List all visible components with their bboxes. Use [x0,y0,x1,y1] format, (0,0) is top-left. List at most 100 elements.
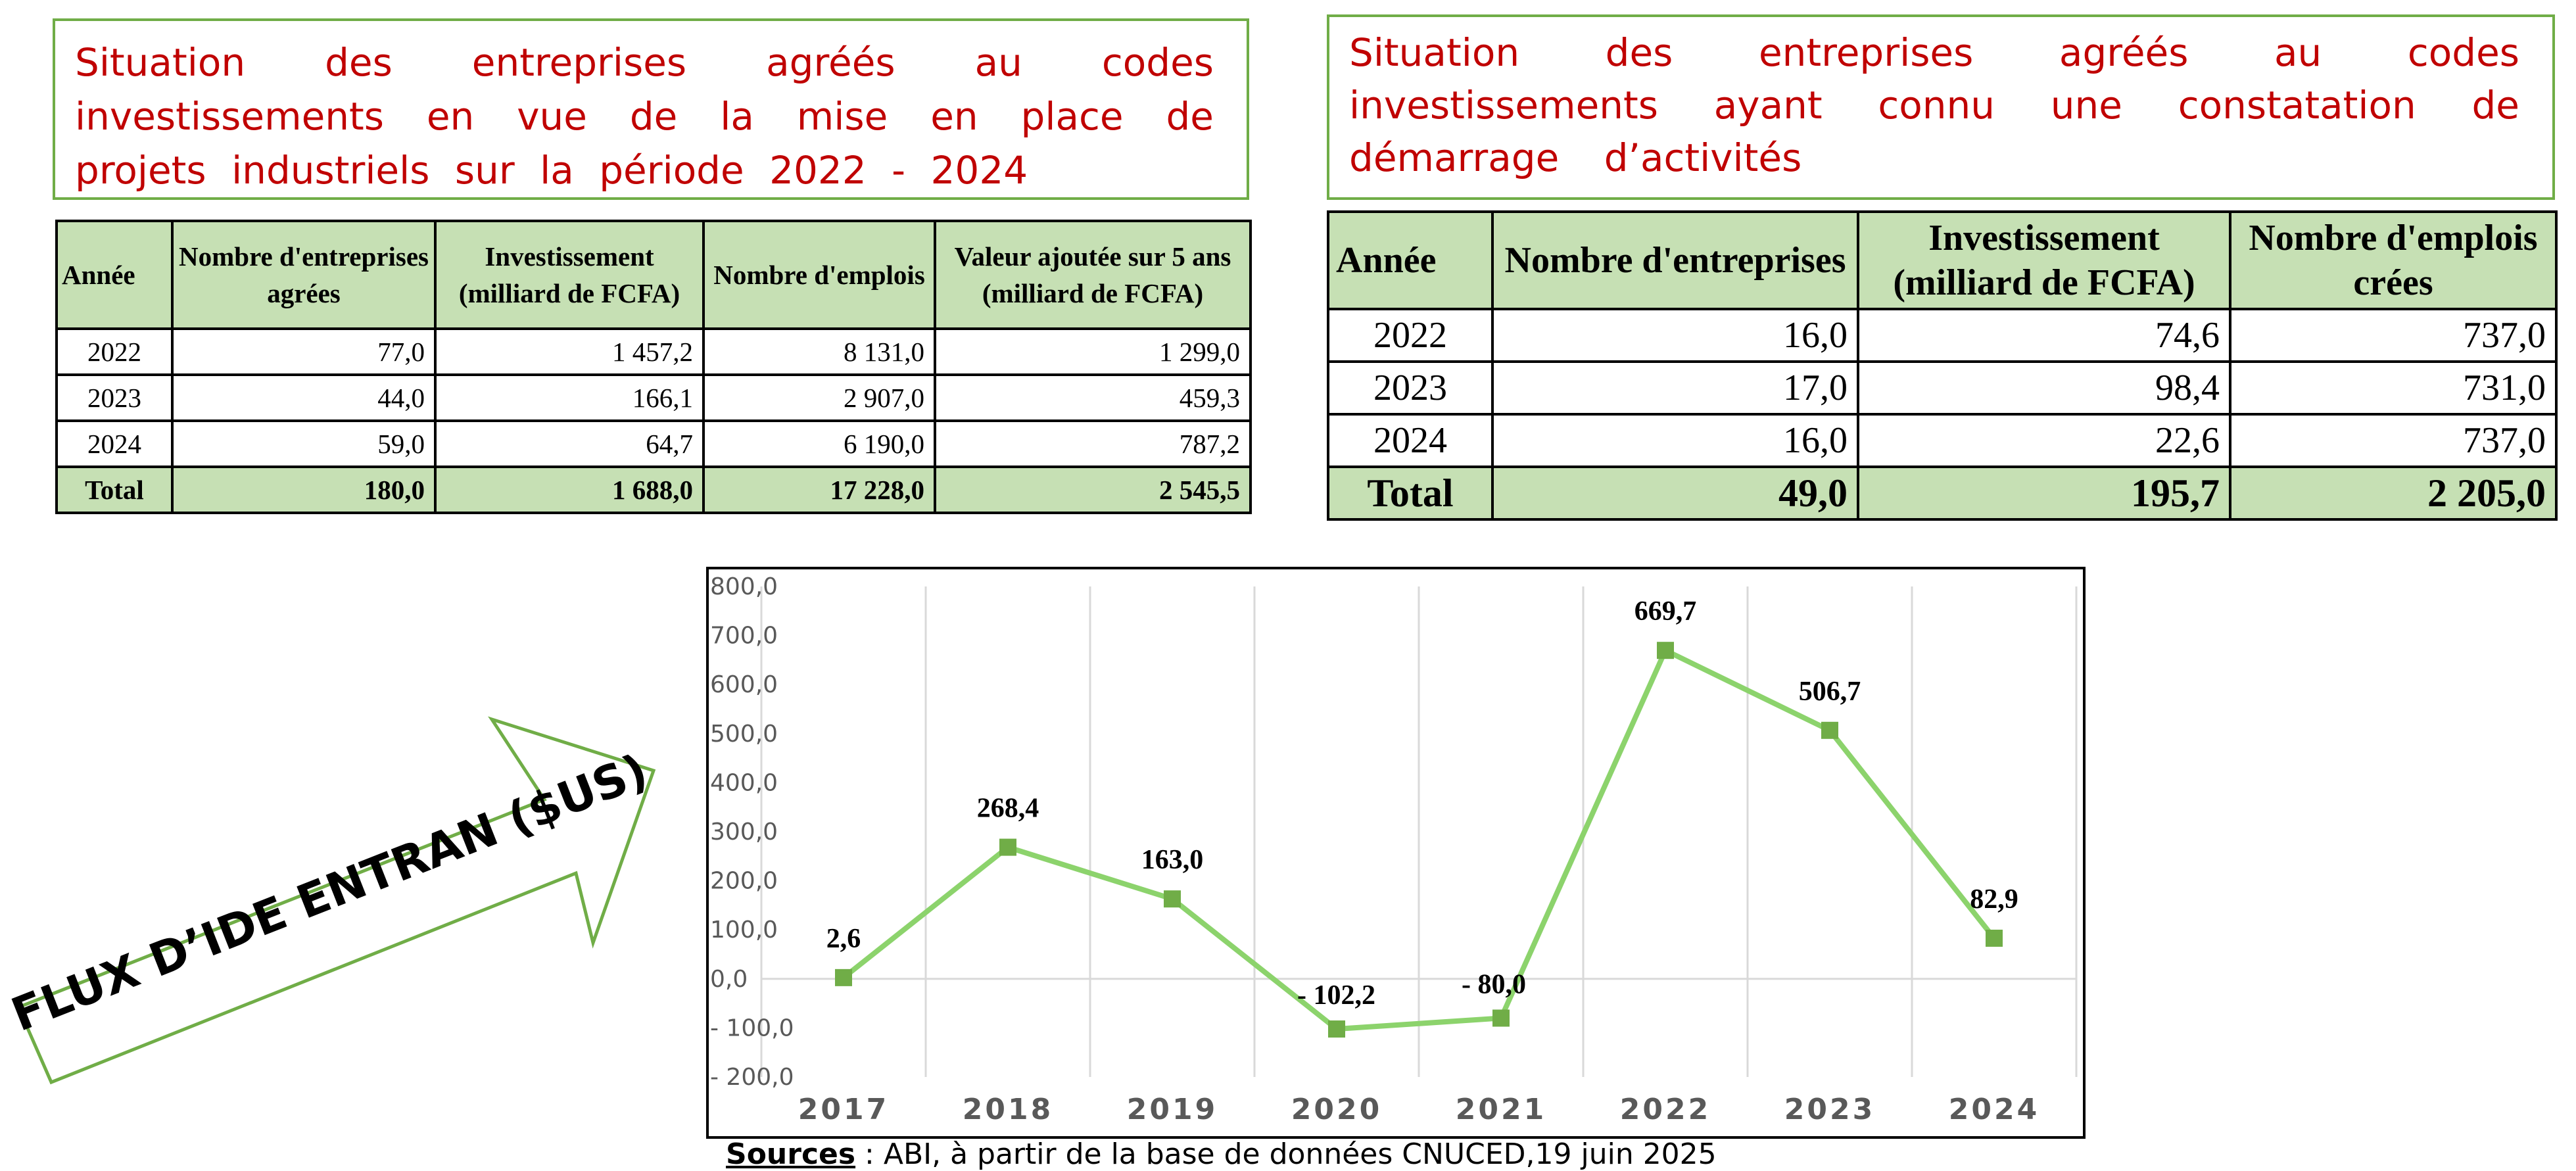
table-cell: 2023 [1327,360,1494,416]
data-point [1492,1009,1510,1027]
table-cell: 2023 [55,373,174,422]
table-cell: 64,7 [434,419,705,468]
table-cell: 77,0 [171,327,437,376]
table-cell: 787,2 [934,419,1252,468]
data-labels: 2,6 268,4 163,0 - 102,2 - 80,0 669,7 506,7 82,9 [826,596,2018,1011]
sources-text: : ABI, à partir de la base de données CN… [855,1137,1717,1171]
table-cell: 16,0 [1491,308,1859,363]
table-cell: 2022 [55,327,174,376]
y-axis: 800,0 700,0 600,0 500,0 400,0 300,0 200,0 100,0… [710,573,794,1091]
table-cell: Total [55,466,174,514]
table-cell: 2022 [1327,308,1494,363]
series-line [842,646,1997,1032]
table-cell: 16,0 [1491,413,1859,468]
table-header-row: Année Nombre d'entreprises Investissemen… [1327,210,2558,310]
table-cell: 2 545,5 [934,466,1252,514]
arrow-shape [16,716,656,1085]
column-header: Investissement (milliard de FCFA) [1857,210,2231,310]
table-row: 2022 77,0 1 457,2 8 131,0 1 299,0 [55,327,1252,376]
column-header: Valeur ajoutée sur 5 ans (milliard de FC… [934,220,1252,330]
column-header: Nombre d'emplois crées [2229,210,2558,310]
data-point [835,968,852,986]
data-point [1164,890,1181,908]
table-cell: 98,4 [1857,360,2231,416]
sources-label: Sources [726,1137,856,1171]
y-tick-label: - 100,0 [710,1015,794,1041]
sources-note: Sources : ABI, à partir de la base de do… [726,1137,1717,1171]
table-cell: 2 205,0 [2229,466,2558,521]
x-tick-label: 2021 [1456,1093,1546,1126]
y-tick-label: 600,0 [710,671,778,698]
table-cell: 74,6 [1857,308,2231,363]
table-header-row: Année Nombre d'entreprises agrées Invest… [55,220,1252,330]
right-title-line: démarrage d’activités [1349,135,1802,180]
data-label: 669,7 [1634,596,1697,627]
y-tick-label: - 200,0 [710,1064,794,1091]
table-cell: 737,0 [2229,308,2558,363]
column-header: Année [1327,210,1494,310]
table-row: 2022 16,0 74,6 737,0 [1327,308,2558,363]
fdi-line-chart: 800,0 700,0 600,0 500,0 400,0 300,0 200,0 100,0… [710,573,2078,1126]
enterprises-started-table: Année Nombre d'entreprises Investissemen… [1327,210,2558,521]
data-label: 2,6 [826,924,861,954]
left-title-line: Situation des entreprises agréés au code… [75,40,1214,85]
table-cell: 737,0 [2229,413,2558,468]
x-tick-label: 2020 [1291,1093,1382,1126]
data-label: - 80,0 [1462,969,1526,999]
right-title-line: Situation des entreprises agréés au code… [1349,30,2519,75]
table-cell: 17,0 [1491,360,1859,416]
table-row: 2024 16,0 22,6 737,0 [1327,413,2558,468]
left-title-line: investissements en vue de la mise en pla… [75,94,1214,139]
y-tick-label: 400,0 [710,769,778,796]
data-label: 506,7 [1799,677,1861,707]
table-cell: Total [1327,466,1494,521]
x-tick-label: 2022 [1620,1093,1711,1126]
data-label: - 102,2 [1297,980,1375,1011]
y-tick-label: 100,0 [710,917,778,944]
column-header: Nombre d'entreprises agrées [171,220,437,330]
left-title-box: Situation des entreprises agréés au code… [53,18,1249,200]
y-tick-label: 200,0 [710,868,778,895]
y-tick-label: 500,0 [710,721,778,748]
right-title-box: Situation des entreprises agréés au code… [1327,14,2555,200]
x-tick-label: 2024 [1949,1093,2039,1126]
arrow-label: FLUX D’IDE ENTRAN ($US) [7,744,655,1042]
table-cell: 2024 [1327,413,1494,468]
right-title-line: investissements ayant connu une constata… [1349,83,2519,128]
table-cell: 8 131,0 [702,327,936,376]
fdi-chart: 800,0 700,0 600,0 500,0 400,0 300,0 200,0 100,0… [706,567,2086,1139]
table-cell: 180,0 [171,466,437,514]
series-markers [835,642,2003,1038]
x-tick-label: 2023 [1784,1093,1875,1126]
table-cell: 6 190,0 [702,419,936,468]
table-cell: 731,0 [2229,360,2558,416]
table-cell: 1 299,0 [934,327,1252,376]
table-row: 2023 17,0 98,4 731,0 [1327,360,2558,416]
y-tick-label: 800,0 [710,573,778,600]
table-cell: 2024 [55,419,174,468]
arrow-graphic: FLUX D’IDE ENTRAN ($US) [7,716,656,1085]
table-cell: 166,1 [434,373,705,422]
enterprises-approved-table: Année Nombre d'entreprises agrées Invest… [55,220,1252,514]
table-cell: 1 688,0 [434,466,705,514]
data-label: 268,4 [977,794,1039,824]
table-cell: 22,6 [1857,413,2231,468]
table-cell: 49,0 [1491,466,1859,521]
x-axis: 2017 2018 2019 2020 2021 2022 2023 2024 [798,1093,2039,1126]
column-header: Investissement (milliard de FCFA) [434,220,705,330]
table-total-row: Total 180,0 1 688,0 17 228,0 2 545,5 [55,466,1252,514]
table-cell: 195,7 [1857,466,2231,521]
x-tick-label: 2018 [963,1093,1053,1126]
data-point [1328,1020,1345,1038]
column-header: Nombre d'entreprises [1491,210,1859,310]
x-tick-label: 2019 [1127,1093,1218,1126]
data-label: 163,0 [1141,845,1204,875]
data-label: 82,9 [1970,884,2018,915]
table-row: 2023 44,0 166,1 2 907,0 459,3 [55,373,1252,422]
column-header: Année [55,220,174,330]
table-total-row: Total 49,0 195,7 2 205,0 [1327,466,2558,521]
table-cell: 2 907,0 [702,373,936,422]
table-cell: 1 457,2 [434,327,705,376]
left-title-line: projets industriels sur la période 2022 … [75,148,1028,193]
data-point [1657,642,1674,659]
